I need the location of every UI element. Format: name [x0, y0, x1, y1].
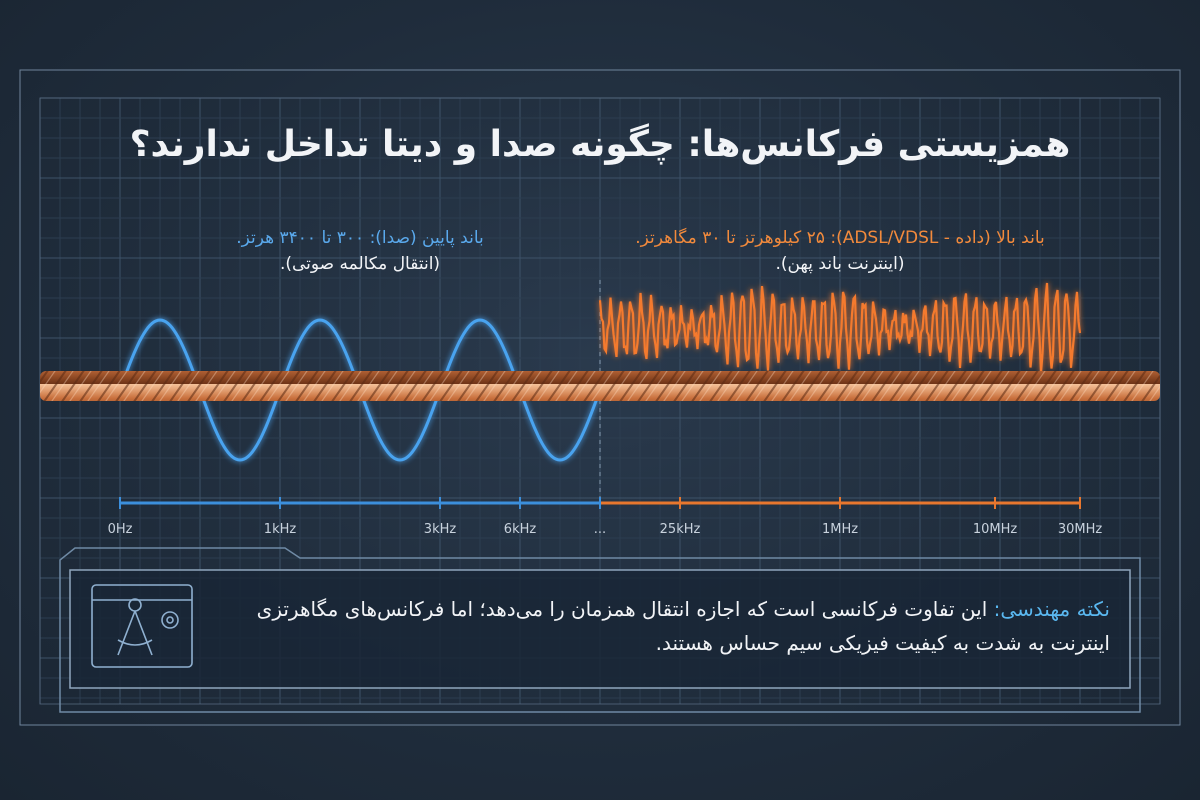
outer-frame	[19, 69, 1181, 726]
axis-label: 6kHz	[503, 522, 537, 537]
axis-label: 1kHz	[263, 522, 297, 537]
axis-ticks	[119, 497, 1081, 509]
note-box	[69, 569, 1131, 689]
data-wave	[598, 282, 1082, 374]
note-label: نکته مهندسی:	[993, 597, 1110, 621]
low-band-caption: (انتقال مکالمه صوتی).	[279, 254, 441, 274]
axis-label: ...	[593, 522, 607, 537]
copper-cable	[40, 371, 1160, 401]
compass-icon	[91, 584, 193, 668]
axis-label: 0Hz	[107, 522, 133, 537]
inner-frame	[39, 97, 1161, 705]
note-text: این تفاوت فرکانسی است که اجازه انتقال هم…	[256, 597, 1110, 655]
high-band-label: باند بالا (داده - ADSL/VDSL): ۲۵ کیلوهرت…	[635, 228, 1045, 248]
note: نکته مهندسی: این تفاوت فرکانسی است که اج…	[230, 592, 1110, 660]
axis-label: 3kHz	[423, 522, 457, 537]
axis-label: 1MHz	[821, 522, 859, 537]
axis-label: 25kHz	[659, 522, 701, 537]
axis-label: 30MHz	[1057, 522, 1103, 537]
note-outer-frame	[59, 547, 1141, 713]
title: همزیستی فرکانس‌ها: چگونه صدا و دیتا تداخ…	[129, 124, 1071, 165]
high-band-caption: (اینترنت باند پهن).	[775, 254, 905, 274]
low-band-label: باند پایین (صدا): ۳۰۰ تا ۳۴۰۰ هرتز.	[236, 228, 484, 248]
axis-label: 10MHz	[972, 522, 1018, 537]
